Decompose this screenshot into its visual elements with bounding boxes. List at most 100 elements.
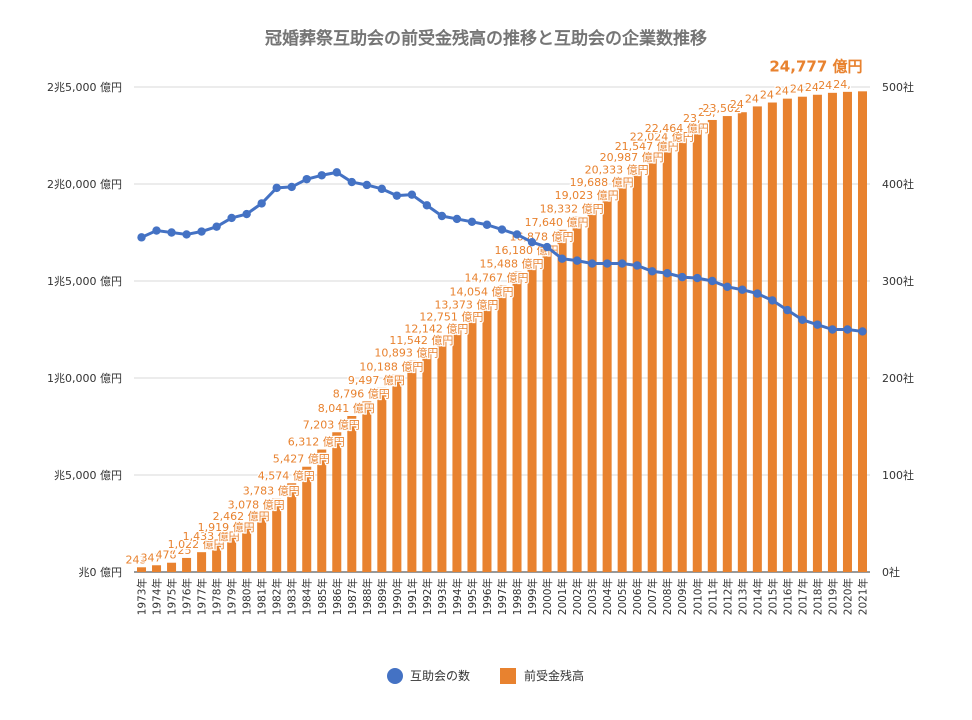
bar-data-label: 18,332 億円 (540, 202, 604, 215)
bar-data-label: 8,041 億円 (318, 402, 375, 415)
x-tick-label: 1990年 (391, 578, 404, 615)
x-tick-label: 2019年 (826, 578, 839, 615)
bar (602, 190, 612, 572)
bar (527, 258, 537, 572)
bar-data-label: 22,024 億円 (630, 131, 694, 144)
legend-label-advance-balance: 前受金残高 (524, 668, 584, 683)
line-point (407, 190, 417, 199)
line-point (152, 226, 161, 235)
x-tick-label: 2017年 (796, 578, 809, 615)
line-point (167, 228, 176, 237)
bar (182, 557, 192, 572)
bar-data-label: 1,919 億円 (198, 521, 255, 534)
line-point (648, 267, 657, 276)
line-point (362, 180, 372, 190)
right-axis-ticks: 0社 100社 200社 300社 400社 500社 (882, 80, 914, 579)
bar (512, 271, 522, 572)
x-tick-label: 1998年 (511, 578, 524, 615)
line-point (602, 259, 612, 268)
bar-data-label: 17,640 億円 (525, 216, 589, 229)
line-point (663, 269, 672, 278)
x-tick-label: 1993年 (436, 578, 449, 615)
bar-data-label: 1,433 億円 (183, 530, 240, 543)
bar-data-label: 7,203 億円 (303, 418, 360, 431)
bar-data-label: 14,767 億円 (464, 272, 528, 285)
bar-data-label: 3,783 億円 (243, 485, 300, 498)
line-point (693, 273, 702, 283)
bar (677, 136, 687, 572)
bar (347, 416, 357, 572)
bar-data-label: 3,078 億円 (228, 498, 285, 511)
line-point (482, 220, 492, 229)
bar (242, 524, 252, 572)
left-tick-label: 兆0 億円 (79, 566, 123, 579)
x-tick-label: 2010年 (691, 578, 704, 615)
left-tick-label: 1兆5,000 億円 (47, 275, 122, 288)
left-tick-label: 1兆0,000 億円 (47, 372, 122, 385)
bar-data-label: 24,777 億円 (769, 57, 862, 75)
bar (152, 565, 162, 572)
line-point (347, 177, 356, 187)
right-tick-label: 500社 (882, 80, 914, 94)
line-point (497, 225, 507, 234)
right-tick-label: 200社 (882, 371, 914, 385)
line-point (212, 222, 221, 231)
x-tick-label: 2001年 (556, 578, 569, 615)
line-point (557, 254, 567, 263)
bar (482, 299, 492, 572)
bar (752, 106, 762, 573)
bar (302, 466, 312, 572)
bar-data-label: 347 (141, 551, 162, 564)
bar (572, 216, 582, 573)
bar-data-label: 15,488 億円 (480, 258, 544, 271)
bar (587, 202, 597, 572)
x-tick-label: 1987年 (346, 578, 359, 615)
bar (287, 483, 297, 572)
bar (767, 102, 777, 573)
x-tick-label: 1992年 (421, 578, 434, 615)
bar (542, 244, 552, 572)
left-tick-label: 2兆5,000 億円 (47, 81, 122, 94)
bar-data-label: 24 (730, 98, 744, 111)
bar (257, 512, 267, 572)
bar-data-label: 24 (805, 81, 819, 94)
bar-data-label: 10,188 億円 (359, 360, 423, 373)
line-point (257, 199, 266, 208)
right-tick-label: 0社 (882, 565, 900, 579)
x-tick-label: 1985年 (316, 578, 329, 615)
x-tick-label: 2015年 (766, 578, 779, 615)
line-point (512, 230, 522, 239)
chart-title: 冠婚葬祭互助会の前受金残高の推移と互助会の企業数推移 (265, 28, 707, 49)
line-point (272, 183, 281, 193)
bar-data-label: 9,497 億円 (348, 374, 405, 387)
line-point (197, 227, 206, 236)
left-tick-label: 2兆0,000 億円 (47, 178, 122, 191)
line-point (377, 184, 387, 194)
bar (452, 324, 462, 572)
bar-data-label: 725 (171, 544, 192, 557)
bar (377, 387, 387, 572)
bar-data-label: 4,574 億円 (258, 469, 315, 482)
x-tick-label: 2011年 (706, 578, 719, 615)
right-tick-label: 300社 (882, 274, 914, 288)
x-tick-label: 1994年 (451, 578, 464, 615)
x-tick-label: 2006年 (631, 578, 644, 615)
right-tick-label: 400社 (882, 177, 914, 191)
line-point (768, 296, 777, 305)
bar (647, 153, 657, 572)
bar-data-label: 12,751 億円 (419, 311, 483, 324)
x-tick-label: 1995年 (466, 578, 479, 615)
line-point (678, 272, 687, 282)
bar (722, 116, 732, 572)
line-point (422, 201, 432, 210)
line-point (332, 168, 341, 177)
bar-data-label: 478 (156, 549, 177, 562)
bar (272, 498, 282, 572)
bar-data-label: 24 (760, 89, 774, 102)
bar (782, 98, 792, 572)
bar (392, 374, 402, 572)
line-point (572, 256, 582, 265)
bar-data-label: 13,373 億円 (434, 299, 498, 312)
x-tick-label: 1991年 (406, 578, 419, 615)
